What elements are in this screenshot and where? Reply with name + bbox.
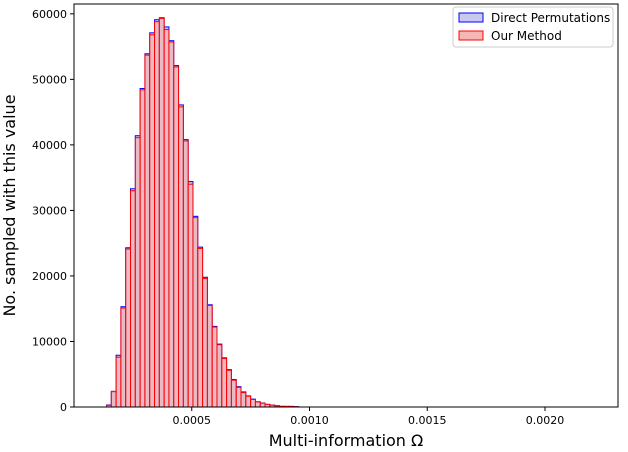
our-method-bar xyxy=(125,248,132,408)
our-method-bar xyxy=(259,402,266,408)
our-method-bar xyxy=(211,326,218,408)
our-method-bar xyxy=(144,54,151,408)
our-method-bar xyxy=(163,29,170,408)
our-method-bar xyxy=(187,183,194,408)
our-method-bar xyxy=(110,390,117,408)
y-tick-label: 60000 xyxy=(32,8,67,21)
our-method-bar xyxy=(168,41,175,408)
our-method-bar xyxy=(192,217,199,408)
our-method-bar xyxy=(235,386,242,408)
legend-label-our-method: Our Method xyxy=(491,29,562,43)
x-tick-label: 0.0015 xyxy=(408,414,447,427)
x-axis-label: Multi-information Ω xyxy=(269,431,424,450)
legend: Direct Permutations Our Method xyxy=(452,6,614,48)
y-tick-label: 40000 xyxy=(32,139,67,152)
our-method-bar xyxy=(173,66,180,408)
x-tick-label: 0.0010 xyxy=(290,414,329,427)
our-method-bar xyxy=(206,304,213,408)
our-method-bar xyxy=(245,395,252,408)
our-method-bar xyxy=(221,358,228,408)
our-method-bar xyxy=(240,392,247,408)
our-method-bar xyxy=(149,34,156,408)
our-method-bars xyxy=(105,17,300,408)
x-tick-label: 0.0020 xyxy=(526,414,565,427)
y-tick-label: 20000 xyxy=(32,270,67,283)
legend-swatch-our-method xyxy=(458,30,484,41)
our-method-bar xyxy=(154,21,160,408)
our-method-bar xyxy=(130,190,136,408)
our-method-bar xyxy=(158,17,165,408)
our-method-bar xyxy=(115,356,122,408)
plot-frame xyxy=(73,3,619,408)
our-method-bar xyxy=(178,106,184,408)
y-tick-label: 50000 xyxy=(32,73,67,86)
y-axis-label: No. sampled with this value xyxy=(0,94,19,316)
our-method-bar xyxy=(254,401,261,408)
our-method-bar xyxy=(120,307,127,408)
y-axis-ticks: 0 10000 20000 30000 40000 50000 60000 xyxy=(32,8,74,414)
legend-label-direct-permutations: Direct Permutations xyxy=(491,11,610,25)
our-method-bar xyxy=(250,398,256,408)
x-tick-label: 0.0005 xyxy=(172,414,211,427)
y-tick-label: 10000 xyxy=(32,335,67,348)
y-tick-label: 30000 xyxy=(32,204,67,217)
our-method-bar xyxy=(216,344,223,408)
x-axis-ticks: 0.0005 0.0010 0.0015 0.0020 xyxy=(172,407,564,427)
our-method-bar xyxy=(230,379,237,408)
our-method-bar xyxy=(134,137,141,408)
y-tick-label: 0 xyxy=(60,401,67,414)
our-method-bar xyxy=(197,247,204,408)
legend-swatch-direct-permutations xyxy=(458,12,484,23)
our-method-bar xyxy=(202,278,208,408)
legend-box xyxy=(452,6,614,48)
our-method-bar xyxy=(182,140,189,408)
our-method-bar xyxy=(226,369,232,408)
our-method-bar xyxy=(139,89,146,408)
